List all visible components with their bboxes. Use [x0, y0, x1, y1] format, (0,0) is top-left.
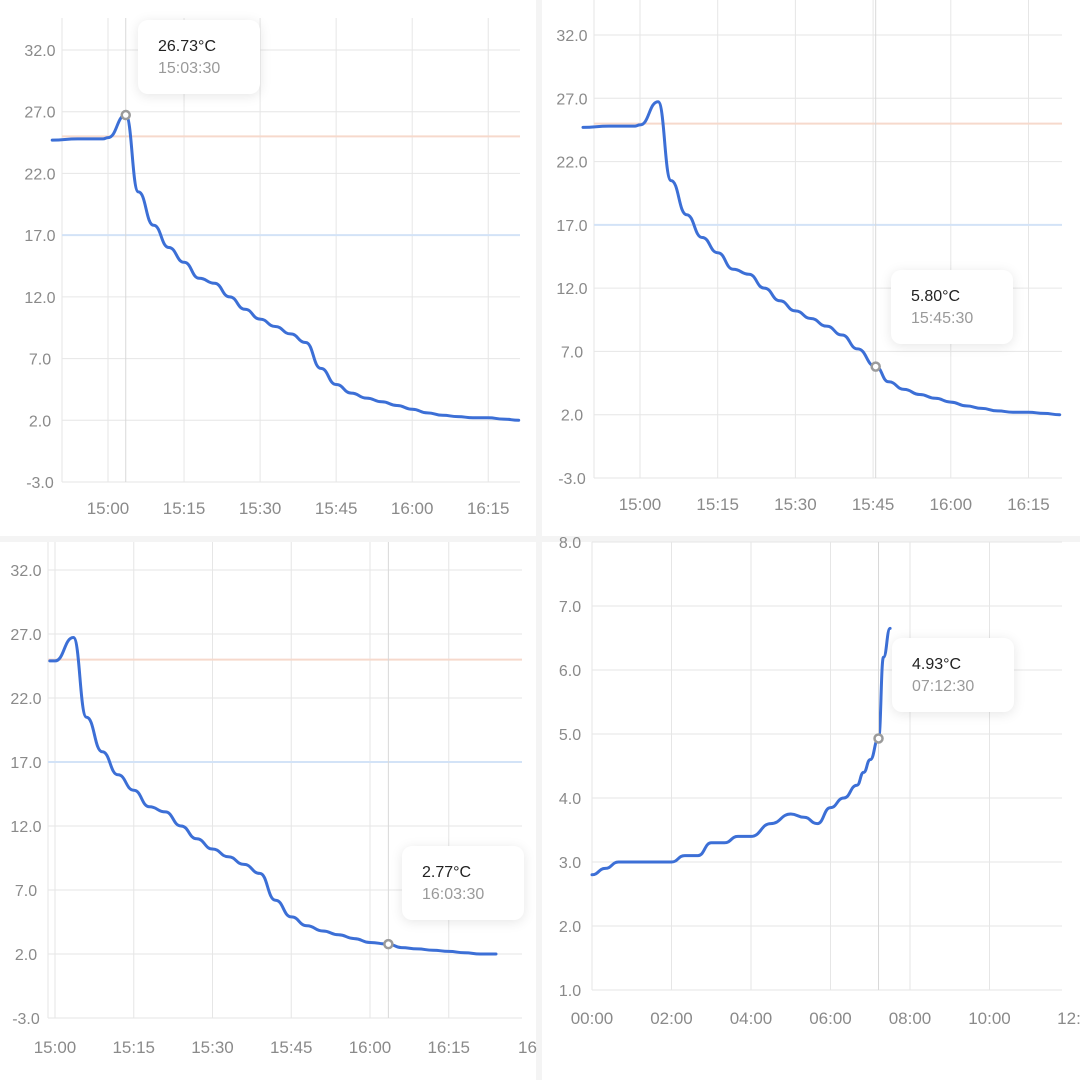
- y-tick-label: 32.0: [10, 563, 41, 580]
- line-chart-top-left[interactable]: 32.0 27.0 22.0 17.0 12.0 7.0 2.0 -3.0 15:00 15:15…: [0, 0, 536, 536]
- y-tick-label: 2.0: [559, 919, 581, 936]
- y-tick-label: 17.0: [24, 228, 55, 245]
- x-tick-label: 16:15: [427, 1038, 470, 1057]
- temperature-series-line: [48, 636, 498, 956]
- temperature-series-line: [50, 113, 521, 422]
- y-tick-label: 5.0: [559, 727, 581, 744]
- x-tick-label: 15:00: [34, 1038, 77, 1057]
- y-tick-label: 17.0: [556, 218, 587, 235]
- highlighted-data-point: [383, 938, 394, 950]
- y-tick-label: 27.0: [556, 91, 587, 108]
- tooltip-top-left: 26.73°C 15:03:30: [138, 20, 260, 94]
- y-tick-label: -3.0: [12, 1011, 40, 1028]
- x-tick-label: 10:00: [968, 1009, 1011, 1028]
- chart-panel-bottom-left: 32.0 27.0 22.0 17.0 12.0 7.0 2.0 -3.0 15:00 15:15…: [0, 542, 537, 1080]
- y-tick-label: 17.0: [10, 755, 41, 772]
- x-tick-label: 02:00: [650, 1009, 693, 1028]
- tooltip-top-right: 5.80°C 15:45:30: [891, 270, 1013, 344]
- y-tick-label: 27.0: [10, 627, 41, 644]
- x-tick-label: 15:30: [239, 499, 282, 518]
- chart-panel-bottom-right: 8.0 7.0 6.0 5.0 4.0 3.0 2.0 1.0 00:00 02:00 04:00 0…: [542, 535, 1080, 1080]
- panel-divider-horizontal: [0, 536, 1080, 542]
- tooltip-bottom-left: 2.77°C 16:03:30: [402, 846, 524, 920]
- y-tick-label: -3.0: [558, 471, 586, 488]
- y-tick-label: 7.0: [29, 352, 51, 369]
- y-tick-label: 12.0: [24, 290, 55, 307]
- y-tick-label: 2.0: [561, 408, 583, 425]
- x-tick-label: 16:00: [930, 495, 973, 514]
- tooltip-time: 15:03:30: [158, 60, 221, 77]
- y-tick-label: 7.0: [559, 599, 581, 616]
- y-tick-label: 12.0: [10, 819, 41, 836]
- x-tick-label: 15:15: [112, 1038, 155, 1057]
- y-tick-label: 22.0: [556, 155, 587, 172]
- highlighted-data-point: [873, 733, 884, 744]
- highlighted-data-point: [120, 109, 131, 121]
- x-tick-label: 15:00: [619, 495, 662, 514]
- x-tick-label: 06:00: [809, 1009, 852, 1028]
- y-tick-label: 32.0: [556, 28, 587, 45]
- tooltip-time: 15:45:30: [911, 310, 974, 327]
- x-tick-label: 12:: [1057, 1009, 1080, 1028]
- x-tick-label: 16:15: [1007, 495, 1050, 514]
- line-chart-bottom-left[interactable]: 32.0 27.0 22.0 17.0 12.0 7.0 2.0 -3.0 15:00 15:15…: [0, 542, 537, 1080]
- x-tick-label: 15:45: [852, 495, 895, 514]
- tooltip-bottom-right: 4.93°C 07:12:30: [892, 638, 1014, 712]
- y-tick-label: 2.0: [29, 413, 51, 430]
- x-tick-label: 16:00: [349, 1038, 392, 1057]
- highlighted-data-point: [870, 361, 881, 372]
- x-tick-label: 15:15: [696, 495, 739, 514]
- x-tick-label: 15:45: [270, 1038, 313, 1057]
- y-tick-label: 22.0: [10, 691, 41, 708]
- x-tick-label: 15:45: [315, 499, 358, 518]
- x-tick-label: 00:00: [571, 1009, 614, 1028]
- x-tick-label: 08:00: [889, 1009, 932, 1028]
- y-tick-label: 12.0: [556, 281, 587, 298]
- temperature-series-line: [590, 626, 892, 877]
- x-tick-label: 15:00: [87, 499, 130, 518]
- tooltip-value: 4.93°C: [912, 656, 962, 673]
- tooltip-value: 2.77°C: [422, 864, 472, 881]
- x-tick-label: 04:00: [730, 1009, 773, 1028]
- y-tick-label: 3.0: [559, 855, 581, 872]
- x-tick-label: 15:15: [163, 499, 206, 518]
- tooltip-value: 26.73°C: [158, 38, 216, 55]
- y-tick-label: 4.0: [559, 791, 581, 808]
- y-tick-label: -3.0: [26, 475, 54, 492]
- x-tick-label: 16: [518, 1038, 537, 1057]
- tooltip-time: 16:03:30: [422, 886, 485, 903]
- tooltip-time: 07:12:30: [912, 678, 975, 695]
- temperature-series-line: [581, 100, 1062, 417]
- x-tick-label: 15:30: [191, 1038, 234, 1057]
- y-tick-label: 7.0: [561, 344, 583, 361]
- x-tick-label: 16:15: [467, 499, 510, 518]
- x-tick-label: 15:30: [774, 495, 817, 514]
- tooltip-value: 5.80°C: [911, 288, 961, 305]
- y-tick-label: 7.0: [15, 883, 37, 900]
- y-tick-label: 6.0: [559, 663, 581, 680]
- line-chart-top-right[interactable]: 32.0 27.0 22.0 17.0 12.0 7.0 2.0 -3.0 15:00 15:15…: [542, 0, 1080, 536]
- y-tick-label: 27.0: [24, 105, 55, 122]
- y-tick-label: 1.0: [559, 983, 581, 1000]
- y-tick-label: 32.0: [24, 43, 55, 60]
- chart-panel-top-left: 32.0 27.0 22.0 17.0 12.0 7.0 2.0 -3.0 15:00 15:15…: [0, 0, 536, 536]
- y-tick-label: 22.0: [24, 166, 55, 183]
- chart-panel-top-right: 32.0 27.0 22.0 17.0 12.0 7.0 2.0 -3.0 15:00 15:15…: [542, 0, 1080, 536]
- y-tick-label: 2.0: [15, 947, 37, 964]
- x-tick-label: 16:00: [391, 499, 434, 518]
- y-tick-label: 8.0: [559, 535, 581, 552]
- line-chart-bottom-right[interactable]: 8.0 7.0 6.0 5.0 4.0 3.0 2.0 1.0 00:00 02:00 04:00 0…: [542, 535, 1080, 1080]
